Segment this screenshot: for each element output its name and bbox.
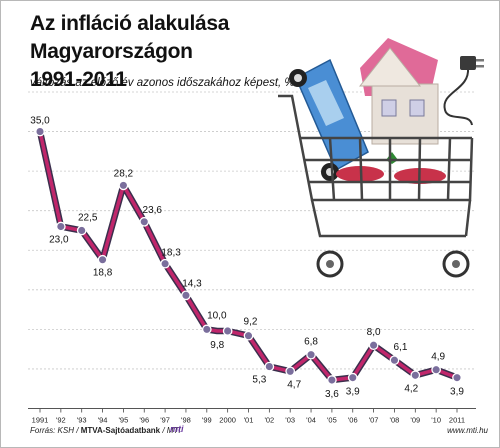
grid-layer	[28, 91, 476, 413]
data-value-label: 23,0	[49, 235, 69, 246]
x-tick-label: '06	[348, 416, 358, 425]
cart-basket	[278, 94, 474, 238]
website-link[interactable]: www.mti.hu	[447, 426, 488, 435]
data-value-label: 3,9	[346, 387, 360, 398]
x-tick-label: '96	[139, 416, 149, 425]
data-value-label: 6,1	[393, 342, 407, 353]
data-value-label: 4,2	[404, 383, 418, 394]
chart-title: Az infláció alakulása Magyarországon 199…	[30, 10, 360, 94]
data-point-marker	[76, 225, 87, 236]
x-tick-label: '04	[306, 416, 316, 425]
data-point-marker	[222, 326, 233, 336]
data-point-marker	[118, 180, 129, 191]
cart-wheels	[316, 250, 470, 278]
title-line-2: 1991-2011	[30, 68, 127, 91]
data-value-label: 3,6	[325, 389, 339, 400]
data-value-label: 23,6	[143, 205, 163, 216]
x-tick-label: 2000	[219, 416, 236, 425]
marker-layer	[35, 126, 462, 385]
x-tick-label: '94	[98, 416, 108, 425]
data-point-marker	[431, 364, 441, 375]
data-value-label: 4,7	[287, 379, 301, 390]
data-value-label: 9,2	[244, 317, 258, 328]
x-tick-label: '95	[119, 416, 129, 425]
chart-subtitle: változás az előző év azonos időszakához …	[30, 77, 295, 89]
x-tick-label: '01	[244, 416, 254, 425]
data-point-marker	[368, 340, 379, 351]
x-tick-label: '09	[410, 416, 420, 425]
x-tick-label: '10	[431, 416, 441, 425]
data-value-label: 18,3	[161, 248, 181, 259]
x-tick-label: 2011	[449, 416, 465, 425]
x-tick-label: '02	[264, 416, 274, 425]
data-value-label: 10,0	[207, 310, 227, 321]
data-value-label: 4,9	[431, 352, 445, 363]
source-prefix: Forrás: KSH /	[30, 426, 81, 435]
data-point-marker	[97, 254, 108, 265]
data-value-label: 3,9	[450, 387, 464, 398]
source-bold: MTVA-Sajtóadatbank	[80, 426, 161, 435]
series-layer	[36, 128, 461, 384]
x-tick-label: '03	[285, 416, 295, 425]
plug-icon	[443, 56, 484, 126]
data-value-label: 5,3	[252, 375, 266, 386]
source-note: Forrás: KSH / MTVA-Sajtóadatbank / MTI	[30, 426, 181, 435]
data-point-marker	[452, 372, 462, 383]
data-point-marker	[139, 216, 150, 227]
x-tick-label: '07	[369, 416, 379, 425]
x-tick-label: '98	[181, 416, 191, 425]
x-tick-label: '05	[327, 416, 337, 425]
x-tick-label: '93	[77, 416, 87, 425]
x-tick-label: '97	[160, 416, 170, 425]
data-point-marker	[389, 355, 400, 366]
data-value-label: 9,8	[210, 340, 224, 351]
data-point-marker	[55, 221, 66, 232]
data-point-marker	[264, 361, 275, 372]
shopping-cart-illustration	[278, 38, 484, 278]
data-value-label: 8,0	[367, 327, 381, 338]
x-tick-layer: 1991 '92 '93 '94 '95 '96 '97 '98 '99 2000 '01 '02 '0…	[32, 416, 465, 425]
data-point-marker	[201, 324, 212, 335]
data-value-label: 14,3	[182, 278, 202, 289]
data-value-label: 6,8	[304, 337, 318, 348]
data-point-marker	[410, 370, 421, 381]
x-tick-label: '99	[202, 416, 212, 425]
data-point-marker	[160, 258, 170, 269]
car-icon	[289, 58, 369, 181]
data-value-label: 22,5	[78, 212, 98, 223]
title-line-1: Az infláció alakulása Magyarországon	[30, 12, 230, 63]
data-point-marker	[285, 366, 296, 377]
data-point-marker	[327, 375, 337, 385]
data-point-marker	[243, 330, 254, 341]
x-tick-label: '08	[390, 416, 400, 425]
value-label-layer: 35,0 23,0 22,5 18,8 28,2 23,6 18,3 14,3 10,0 9,8 9…	[30, 116, 464, 400]
mti-logo: mti	[170, 424, 184, 434]
data-point-marker	[306, 349, 316, 360]
x-tick-label: 1991	[32, 416, 49, 425]
data-value-label: 18,8	[93, 268, 113, 279]
data-point-marker	[35, 126, 45, 137]
series-line	[38, 129, 459, 382]
house-icon	[358, 38, 439, 145]
data-point-marker	[181, 290, 191, 301]
data-value-label: 35,0	[30, 116, 50, 127]
data-value-label: 28,2	[114, 168, 134, 179]
data-point-marker	[347, 372, 358, 383]
x-tick-label: '92	[56, 416, 66, 425]
source-suffix: / MTI	[160, 426, 181, 435]
